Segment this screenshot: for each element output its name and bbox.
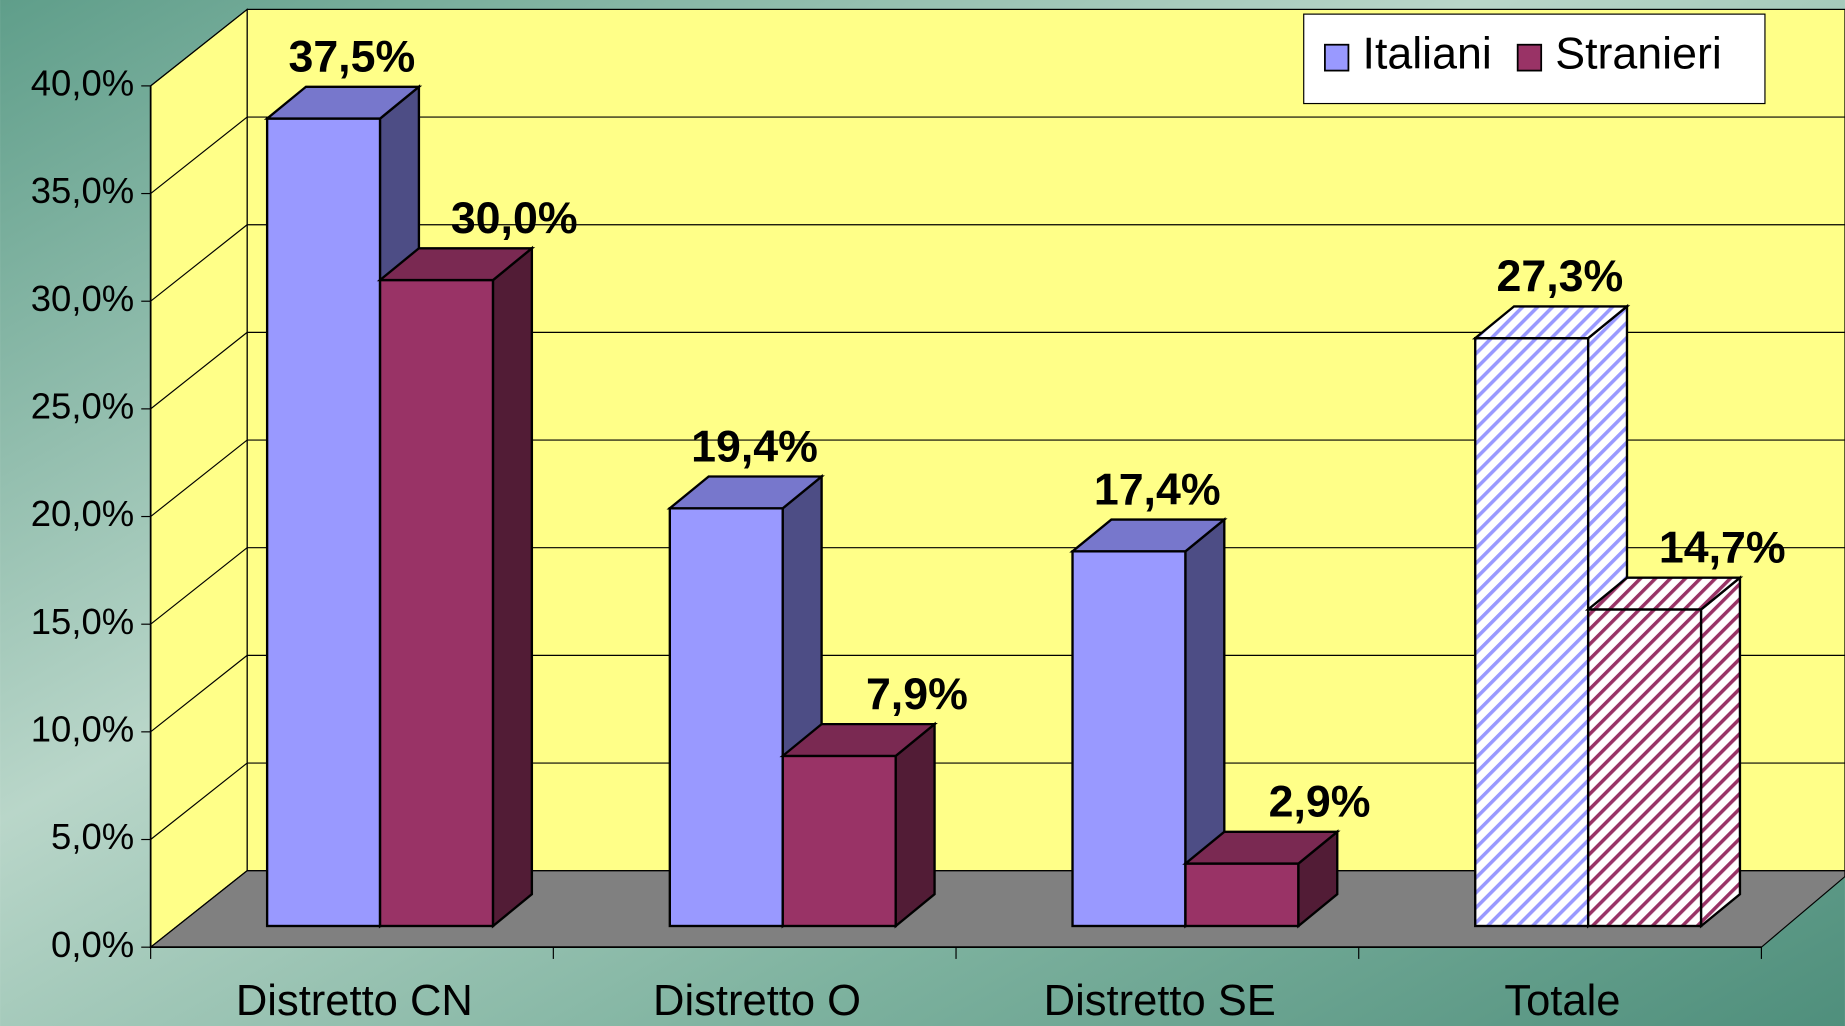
legend-label: Stranieri <box>1555 29 1721 78</box>
x-tick-label: Distretto CN <box>236 977 473 1025</box>
value-label: 17,4% <box>1094 465 1221 514</box>
y-tick-label: 25,0% <box>31 386 134 427</box>
value-label: 30,0% <box>451 194 578 243</box>
y-tick-label: 5,0% <box>51 816 134 857</box>
bar-side <box>493 248 532 926</box>
y-tick-label: 30,0% <box>31 278 134 319</box>
bar <box>1185 864 1298 926</box>
x-tick-label: Distretto O <box>653 977 861 1025</box>
value-label: 37,5% <box>288 33 415 82</box>
x-tick-label: Distretto SE <box>1044 977 1276 1025</box>
bar <box>267 119 380 926</box>
bar-side <box>1701 578 1740 926</box>
x-tick-label: Totale <box>1504 977 1620 1025</box>
bar <box>1588 609 1701 926</box>
bar-side <box>896 724 935 926</box>
y-tick-label: 40,0% <box>31 63 134 104</box>
value-label: 7,9% <box>866 670 968 719</box>
y-tick-label: 10,0% <box>31 708 134 749</box>
value-label: 27,3% <box>1497 252 1624 301</box>
y-tick-label: 20,0% <box>31 493 134 534</box>
y-tick-label: 35,0% <box>31 170 134 211</box>
value-label: 19,4% <box>691 422 818 471</box>
y-tick-label: 0,0% <box>51 924 134 965</box>
value-label: 14,7% <box>1659 523 1786 572</box>
legend-swatch <box>1518 45 1542 71</box>
page: 0,0% 5,0% 10,0% 15,0% 20,0% 25,0% 30,0% 35,0% 40… <box>0 0 1845 1026</box>
bar <box>1073 551 1186 926</box>
bar <box>783 756 896 926</box>
chart: 0,0% 5,0% 10,0% 15,0% 20,0% 25,0% 30,0% 35,0% 40… <box>0 0 1845 1026</box>
y-tick-label: 15,0% <box>31 601 134 642</box>
legend-swatch <box>1325 45 1349 71</box>
bar <box>380 280 493 926</box>
bar <box>670 508 783 926</box>
legend-label: Italiani <box>1363 29 1492 78</box>
bar <box>1475 338 1588 926</box>
value-label: 2,9% <box>1269 778 1371 827</box>
